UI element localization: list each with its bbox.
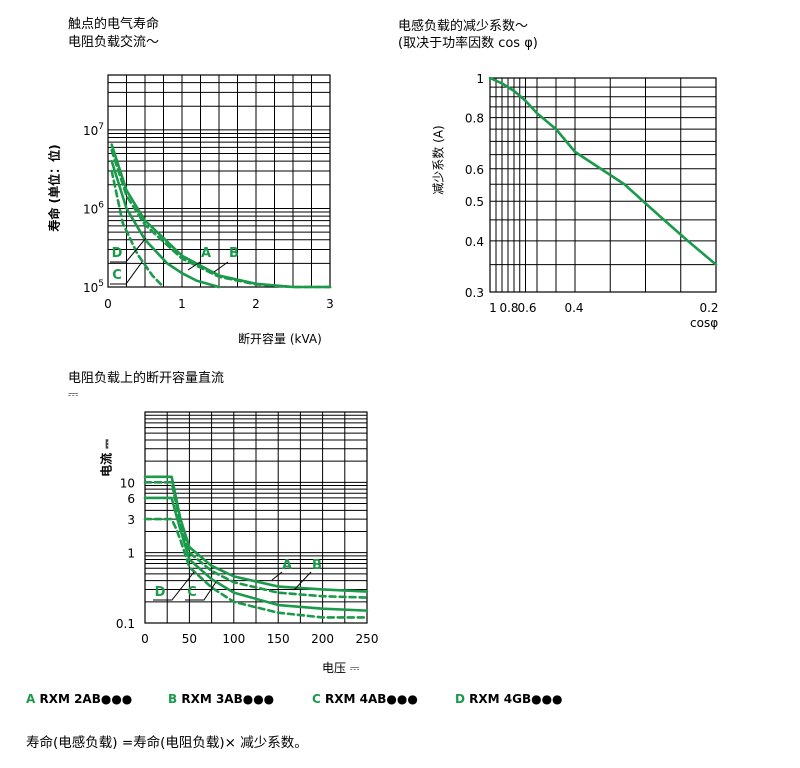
legend-key-a: A [26,692,36,706]
chart3-label-d: D [155,585,166,600]
chart3-ytick-label: 0.1 [116,617,135,631]
chart3-ytick-label: 6 [127,492,135,506]
chart3-pointer-a [271,571,283,581]
chart2-frame [489,77,717,293]
legend-item-a: A RXM 2AB●●● [26,692,132,706]
chart1-xtick-label: 0 [104,297,112,311]
chart2-grid [489,77,717,293]
legend-key-b: B [168,692,178,706]
chart3-ytick-label: 3 [127,513,135,527]
chart3-pointer-d [153,571,195,601]
chart2-ytick-label: 0.6 [465,163,484,177]
chart3-label-c: C [187,585,197,600]
chart3-grid [144,412,368,624]
chart3-xtick-label: 50 [182,632,197,646]
chart2-xtick-label: 0.4 [564,301,583,315]
chart3-frame [144,411,368,624]
chart3-ytick-label: 1 [127,547,135,561]
chart1-xtick-label: 1 [178,297,186,311]
chart2-xlabel: cosφ [690,316,719,330]
legend-text-a: RXM 2AB●●● [35,692,133,706]
chart1-series-b [110,148,332,289]
chart2-xtick-label: 0.6 [517,301,536,315]
chart1-xtick-label: 3 [326,297,334,311]
chart3-label-b: B [312,558,322,573]
legend-text-d: RXM 4GB●●● [464,692,563,706]
chart1-label-d: D [112,246,123,261]
chart1-grid [107,74,331,288]
chart1-pointer-b [213,261,229,273]
chart2-ytick-label: 1 [476,72,484,86]
legend-item-d: D RXM 4GB●●● [455,692,563,706]
chart1-xtick-label: 2 [252,297,260,311]
chart1-title-line2: 电阻负载交流～ [68,35,160,50]
chart3-xtick-label: 200 [311,632,334,646]
chart3-label-a: A [282,558,292,573]
chart1-ytick-label: 107 [83,122,104,138]
chart1-pointer-a [187,261,201,271]
chart3-pointer-b [293,571,312,591]
chart2-ytick-label: 0.5 [465,195,484,209]
chart3-title-line2: ⎓ [68,387,79,402]
chart1-title-line1: 触点的电气寿命 [68,17,160,32]
chart1-label-b: B [229,246,239,261]
legend-item-b: B RXM 3AB●●● [168,692,274,706]
chart3-xtick-label: 150 [267,632,290,646]
chart2-title-line2: (取决于功率因数 cos φ) [398,36,538,51]
chart2-ytick-label: 0.8 [465,112,484,126]
chart3-xtick-label: 0 [141,632,149,646]
chart1-ytick-label: 105 [83,279,104,295]
chart3-xtick-label: 100 [222,632,245,646]
chart3-pointer-c [185,581,217,601]
chart1-pointer-d [110,237,147,263]
chart2-ytick-label: 0.3 [465,286,484,300]
chart1-xlabel: 断开容量 (kVA) [238,332,322,346]
chart2-xtick-label: 0.8 [499,301,518,315]
chart1-pointer-c [110,261,143,285]
chart3-ytick-label: 10 [120,476,135,490]
chart2-ytick-label: 0.4 [465,235,484,249]
chart3-series-c [143,496,369,612]
chart2-series-line [488,76,718,266]
chart2-xtick-label: 1 [489,301,497,315]
legend-text-b: RXM 3AB●●● [177,692,275,706]
legend-key-c: C [312,692,321,706]
chart3-xlabel: 电压 ⎓ [322,661,360,675]
chart1-label-a: A [201,246,211,261]
formula-note: 寿命(电感负载) =寿命(电阻负载)× 减少系数。 [26,735,308,751]
legend-key-d: D [455,692,465,706]
chart3-series-b [143,481,369,599]
legend-item-c: C RXM 4AB●●● [312,692,418,706]
chart1-series-d [110,169,165,289]
chart1-label-c: C [112,268,122,283]
chart3-series-d [143,517,369,619]
chart1-series-c [110,159,221,289]
chart3-xtick-label: 250 [356,632,379,646]
chart2-title-line1: 电感负载的减少系数～ [398,19,529,34]
chart2-xtick-label: 0.2 [699,301,718,315]
chart3-title-line1: 电阻负载上的断开容量直流 [68,371,225,386]
legend-text-c: RXM 4AB●●● [320,692,418,706]
chart1-ytick-label: 106 [83,200,104,216]
